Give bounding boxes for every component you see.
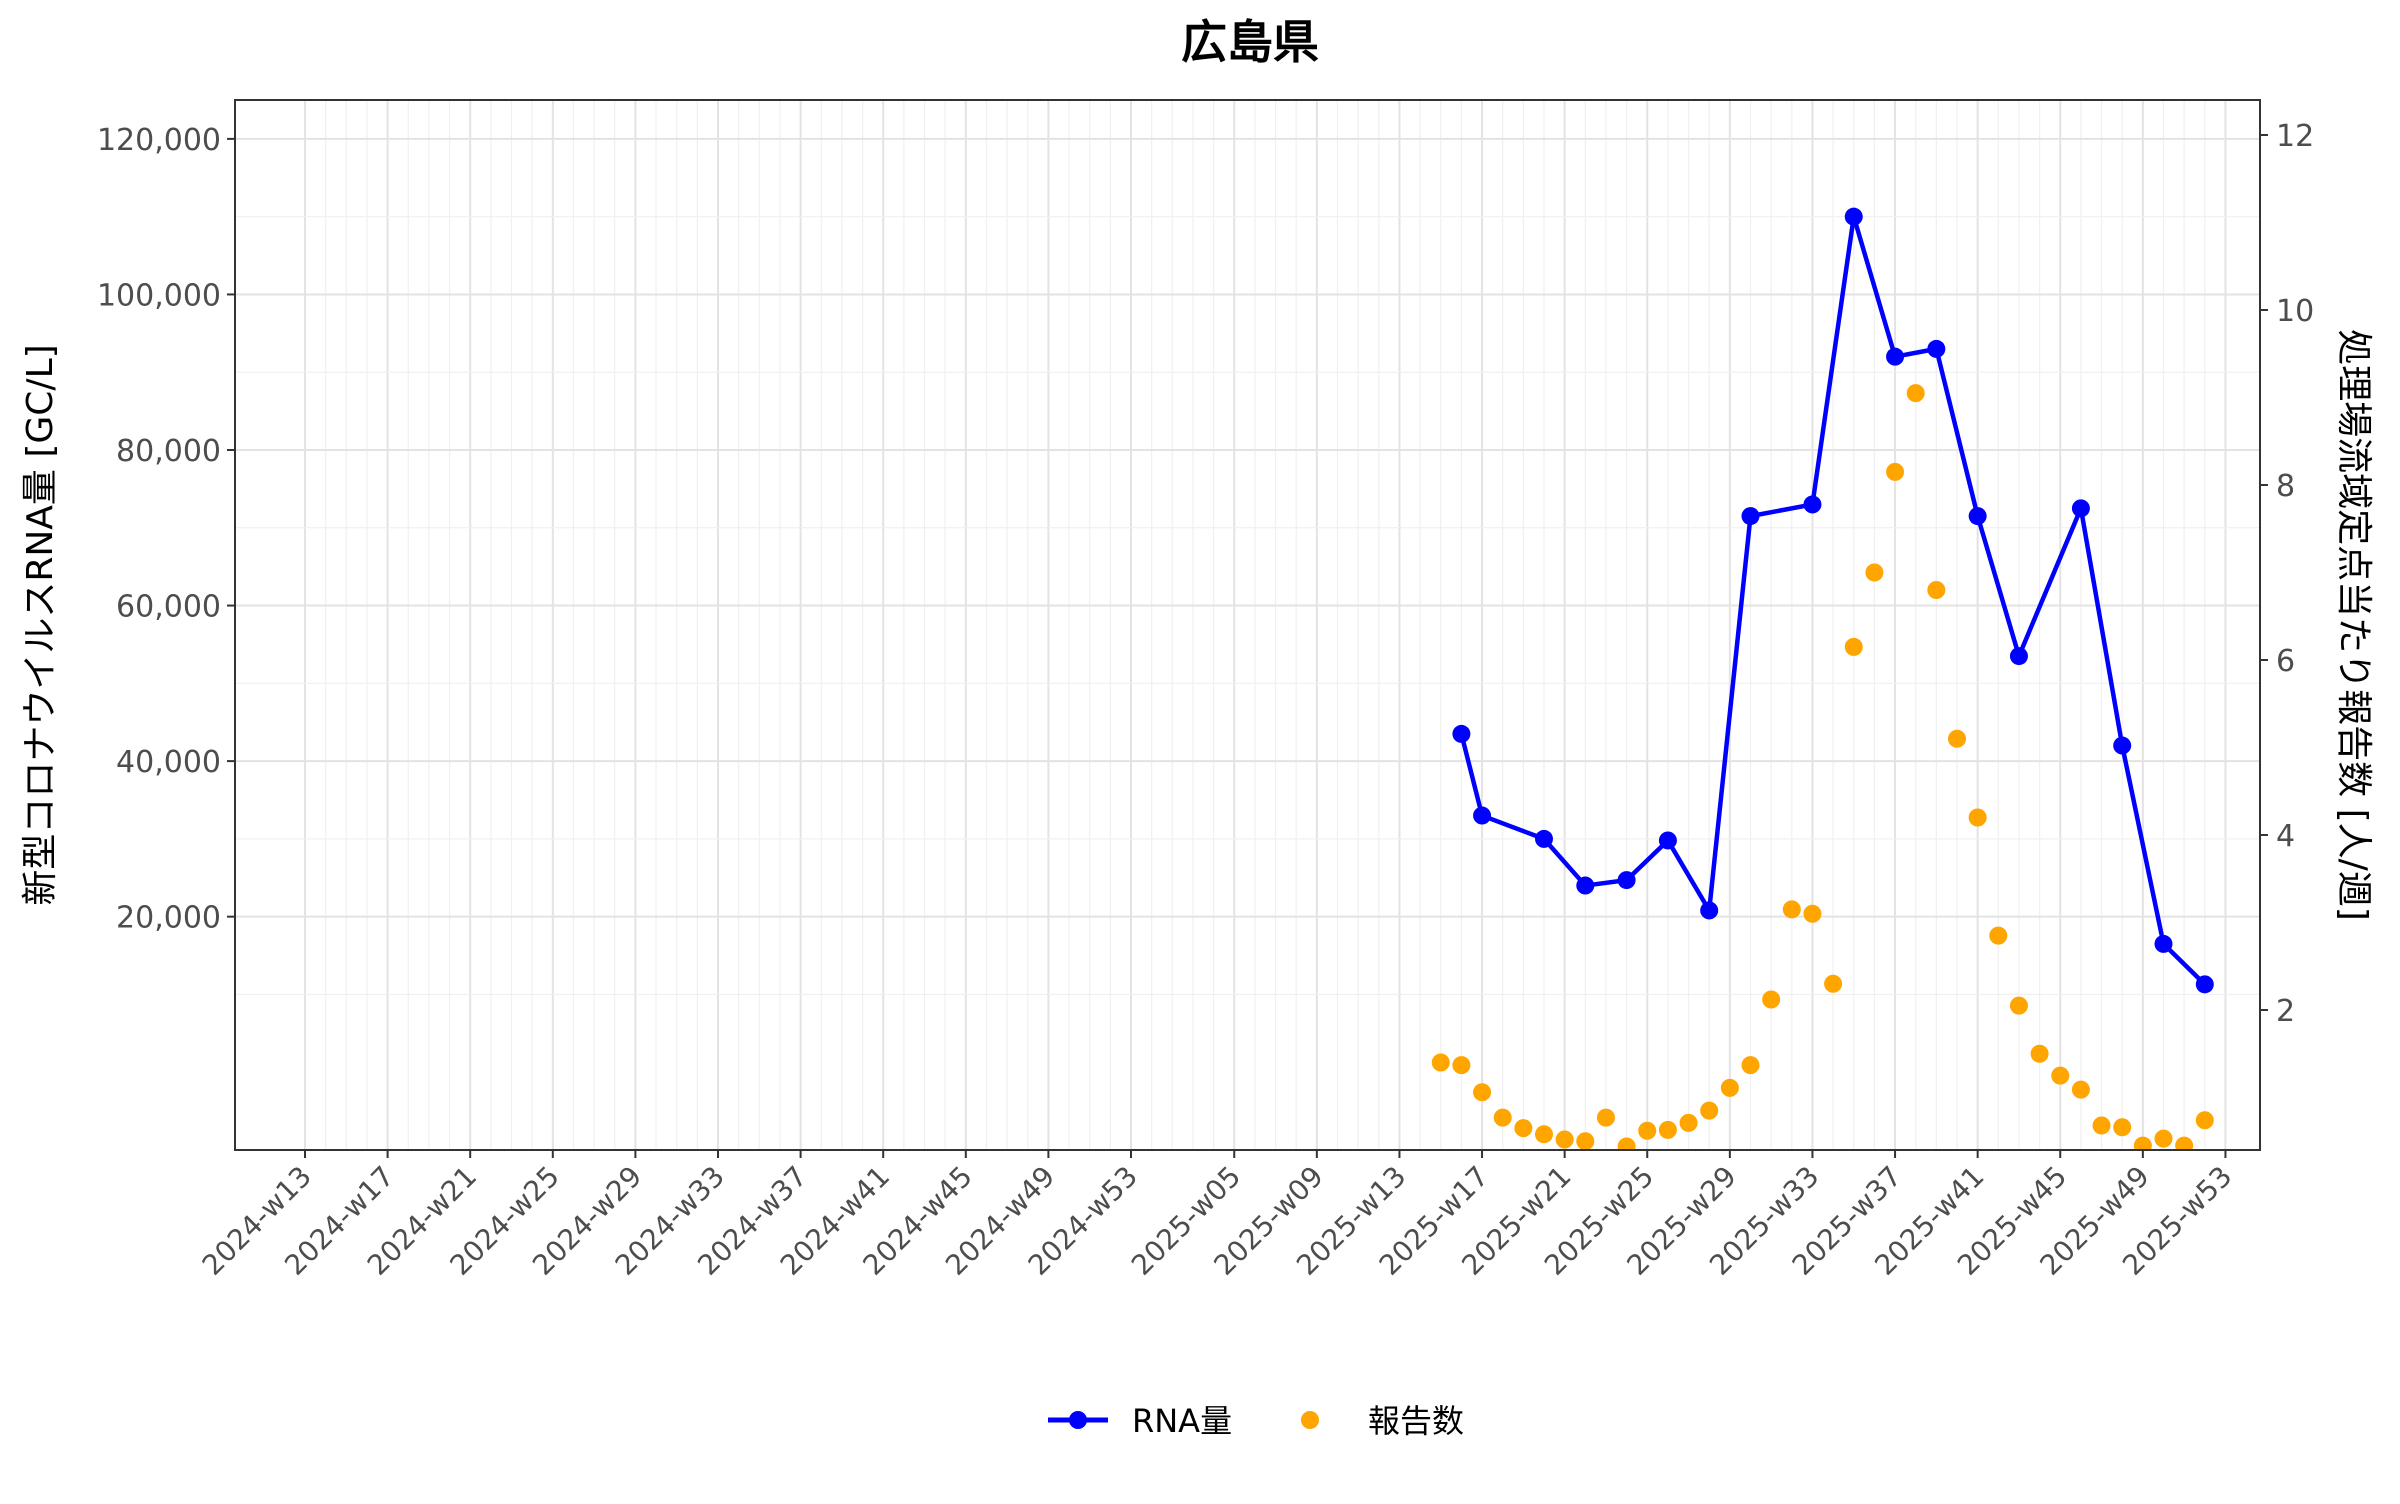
report-count-point [1638,1121,1657,1140]
rna-data-point [1886,347,1905,366]
report-count-point [1741,1056,1760,1075]
report-count-point [1679,1113,1698,1132]
rna-data-point [1452,724,1471,743]
report-count-point [1617,1137,1636,1150]
legend-report-marker [1301,1411,1319,1429]
report-count-point [1948,729,1966,748]
left-axis-tick-label: 120,000 [97,123,221,158]
report-count-point [1431,1053,1450,1072]
report-count-point [1886,462,1905,481]
report-count-point [1700,1101,1719,1120]
report-count-point [1535,1125,1553,1144]
series-layer [1431,207,2214,1150]
plot-panel-border [234,99,2261,1151]
right-axis-tick-label: 6 [2276,644,2295,679]
rna-data-point [2195,975,2214,994]
rna-data-point [2113,736,2132,755]
rna-data-point [1535,829,1553,848]
report-count-point [1514,1119,1533,1138]
left-axis-tick-label: 100,000 [97,278,221,313]
right-axis-tick-label: 2 [2276,994,2295,1029]
rna-data-point [1473,806,1492,825]
report-count-point [1906,384,1925,403]
rna-data-point [1803,495,1822,514]
legend-report-label: 報告数 [1368,1402,1464,1440]
report-count-point [1658,1120,1677,1139]
report-count-point [1555,1130,1574,1149]
rna-data-point [1968,507,1987,526]
report-count-point [1576,1132,1595,1150]
rna-data-point [1700,901,1719,920]
rna-data-point [2009,647,2028,666]
rna-series-line [1459,214,2207,986]
right-axis-tick-label: 8 [2276,469,2295,504]
report-count-point [1989,926,2008,945]
report-count-point [1473,1083,1492,1102]
rna-data-point [1927,339,1946,358]
right-axis-tick-label: 4 [2276,819,2295,854]
report-count-point [1452,1056,1471,1075]
series-clip-group [1431,207,2214,1150]
report-count-point [2175,1136,2194,1150]
report-count-point [2113,1118,2132,1137]
report-count-point [1968,808,1987,827]
report-count-point [1803,904,1822,923]
x-axis: 2024-w132024-w172024-w212024-w252024-w29… [196,1150,2238,1282]
report-count-point [2030,1044,2049,1063]
report-count-point [1782,900,1801,919]
rna-data-point [1617,871,1636,890]
rna-data-point [1658,831,1677,850]
right-axis-tick-label: 10 [2276,294,2314,329]
legend-rna-marker [1069,1411,1087,1429]
report-count-point [2154,1129,2173,1148]
left-axis-title: 新型コロナウイルスRNA量 [GC/L] [20,344,61,905]
rna-data-point [1844,207,1863,226]
report-count-point [2092,1116,2111,1135]
report-count-point [1865,563,1884,582]
report-count-point [1720,1078,1739,1097]
rna-data-point [1576,876,1595,895]
report-count-point [2195,1111,2214,1130]
left-axis-tick-label: 80,000 [116,434,221,469]
report-count-point [1927,581,1946,599]
left-axis-tick-label: 20,000 [116,901,221,936]
report-count-point [1596,1108,1615,1127]
rna-data-point [2071,499,2090,518]
right-axis-tick-label: 12 [2276,119,2314,154]
right-axis: 2 4 6 8 10 12 [2260,119,2314,1029]
chart-title: 広島県 [1181,15,1319,69]
report-count-point [2009,996,2028,1015]
report-count-point [1844,637,1863,656]
report-count-point [2071,1080,2090,1099]
right-axis-title: 処理場流域定点当たり報告数 [人/週] [2333,329,2374,921]
report-count-point [2051,1066,2070,1085]
left-axis-tick-label: 60,000 [116,590,221,625]
legend-rna-label: RNA量 [1132,1402,1232,1440]
left-axis-tick-label: 40,000 [116,745,221,780]
rna-data-point [1741,507,1760,526]
report-count-point [1824,974,1843,993]
report-count-point [2133,1136,2152,1150]
legend: RNA量 報告数 [1048,1402,1464,1440]
left-axis: 20,000 40,000 60,000 80,000 100,000 120,000 [97,123,235,936]
report-count-point [1493,1108,1512,1127]
report-count-point [1762,990,1781,1009]
rna-data-point [2154,934,2173,953]
grid-lines [235,100,2260,1150]
